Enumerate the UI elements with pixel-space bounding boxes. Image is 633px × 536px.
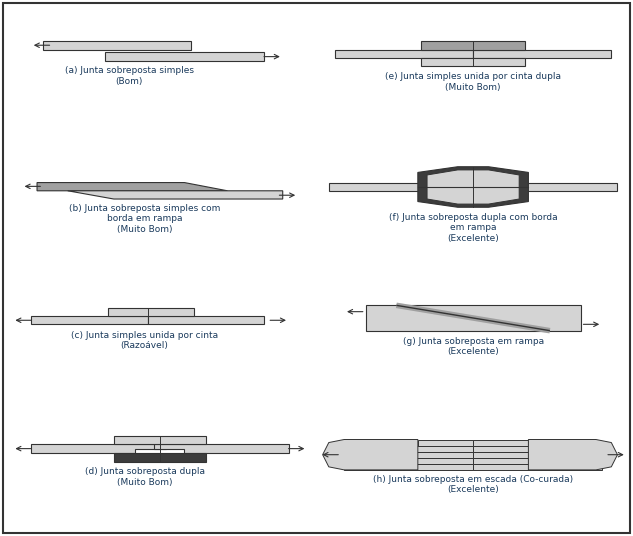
Polygon shape xyxy=(68,191,283,199)
Polygon shape xyxy=(323,440,418,470)
Bar xyxy=(31,316,147,324)
Text: (a) Junta sobreposta simples
(Bom): (a) Junta sobreposta simples (Bom) xyxy=(65,66,194,86)
Polygon shape xyxy=(31,444,166,453)
Bar xyxy=(363,458,473,464)
Bar xyxy=(366,306,580,331)
Text: (e) Junta simples unida por cinta dupla
(Muito Bom): (e) Junta simples unida por cinta dupla … xyxy=(385,72,561,92)
Bar xyxy=(421,58,525,66)
Bar xyxy=(381,452,473,458)
Text: (b) Junta sobreposta simples com
borda em rampa
(Muito Bom): (b) Junta sobreposta simples com borda e… xyxy=(69,204,220,234)
Bar xyxy=(473,445,547,452)
Polygon shape xyxy=(418,167,529,207)
Bar xyxy=(473,452,565,458)
Bar xyxy=(344,464,473,470)
Bar xyxy=(418,440,473,445)
Polygon shape xyxy=(427,170,519,204)
Bar xyxy=(335,50,473,58)
Bar xyxy=(473,464,602,470)
Bar xyxy=(473,458,584,464)
Bar xyxy=(108,308,194,316)
Bar xyxy=(114,436,206,444)
Polygon shape xyxy=(154,444,289,453)
Bar xyxy=(329,183,458,191)
Text: (h) Junta sobreposta em escada (Co-curada)
(Excelente): (h) Junta sobreposta em escada (Co-curad… xyxy=(373,475,573,494)
Bar xyxy=(104,52,265,61)
Bar xyxy=(114,453,206,461)
Bar xyxy=(43,41,191,50)
Text: (d) Junta sobreposta dupla
(Muito Bom): (d) Junta sobreposta dupla (Muito Bom) xyxy=(85,467,204,487)
Text: (c) Junta simples unida por cinta
(Razoável): (c) Junta simples unida por cinta (Razoá… xyxy=(71,331,218,350)
Bar xyxy=(421,41,525,50)
Polygon shape xyxy=(37,183,227,191)
Text: (g) Junta sobreposta em rampa
(Excelente): (g) Junta sobreposta em rampa (Excelente… xyxy=(403,337,544,356)
Bar xyxy=(147,316,265,324)
Bar xyxy=(473,440,529,445)
Bar xyxy=(489,183,617,191)
Polygon shape xyxy=(529,440,617,470)
Bar xyxy=(473,50,611,58)
Bar xyxy=(399,445,473,452)
Text: (f) Junta sobreposta dupla com borda
em rampa
(Excelente): (f) Junta sobreposta dupla com borda em … xyxy=(389,213,558,243)
